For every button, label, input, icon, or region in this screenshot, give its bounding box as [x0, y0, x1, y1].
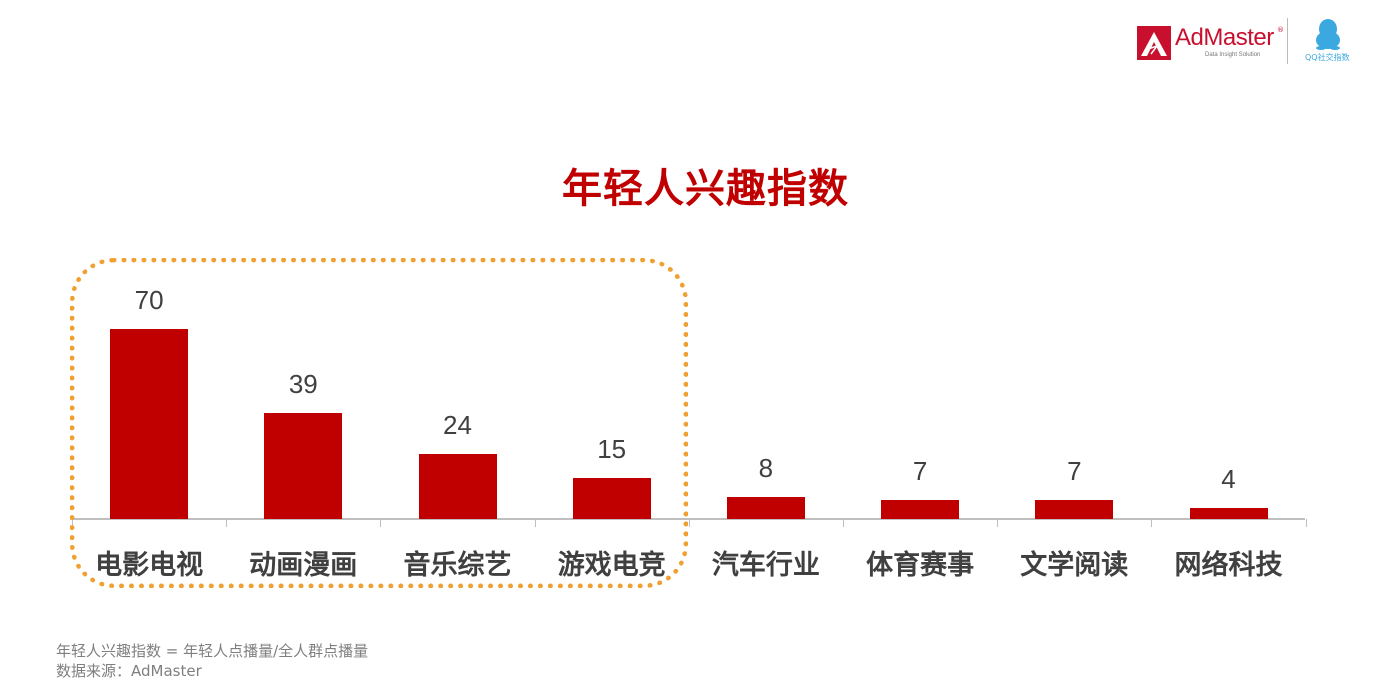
x-axis-tick: [380, 519, 382, 527]
logo-divider: [1287, 18, 1288, 64]
bar: [110, 329, 189, 519]
x-axis-category-label: 文学阅读: [1020, 550, 1129, 581]
admaster-logo-text: AdMaster: [1175, 24, 1274, 51]
x-axis-category-label: 汽车行业: [711, 550, 820, 581]
bar-value-label: 24: [443, 409, 472, 440]
bar-value-label: 39: [288, 369, 318, 400]
bar: [264, 413, 343, 519]
registered-mark: ®: [1277, 26, 1284, 34]
bar: [1189, 508, 1268, 519]
x-axis-category-label: 动画漫画: [249, 550, 358, 581]
x-axis-category-label: 音乐综艺: [403, 550, 512, 581]
bar-value-label: 8: [758, 453, 774, 484]
bar-value-label: 4: [1221, 464, 1236, 495]
x-axis-tick: [688, 519, 690, 527]
bar: [1035, 500, 1114, 519]
bar-value-label: 7: [1067, 456, 1082, 486]
admaster-tagline: Data Insight Solution: [1205, 52, 1261, 58]
x-axis-category-label: 体育赛事: [866, 550, 975, 581]
x-axis-tick: [997, 519, 999, 527]
bar-value-label: 7: [912, 456, 928, 486]
x-axis-tick: [1305, 519, 1307, 527]
x-axis: [72, 518, 1305, 520]
qq-penguin-icon: [1316, 19, 1340, 50]
index-formula-note: 年轻人兴趣指数 = 年轻人点播量/全人群点播量: [56, 642, 369, 660]
highlight-box: [70, 258, 688, 588]
bar: [418, 453, 497, 519]
bar: [726, 497, 805, 519]
data-source-note: 数据来源：AdMaster: [56, 662, 202, 680]
qq-index-logo-text: QQ社交指数: [1305, 53, 1350, 62]
x-axis-category-label: 网络科技: [1174, 550, 1283, 581]
x-axis-tick: [843, 519, 844, 527]
bar-value-label: 15: [597, 434, 627, 465]
header-logos: AdMaster ® Data Insight Solution QQ社交指数: [1137, 16, 1367, 66]
x-axis-tick: [534, 519, 536, 527]
bar: [881, 500, 960, 519]
bar: [572, 478, 651, 519]
bar-value-label: 70: [134, 285, 164, 315]
x-axis-tick: [226, 519, 228, 527]
admaster-logo-icon: [1137, 26, 1171, 60]
chart-title: 年轻人兴趣指数: [562, 166, 849, 212]
x-axis-tick: [1151, 519, 1153, 527]
